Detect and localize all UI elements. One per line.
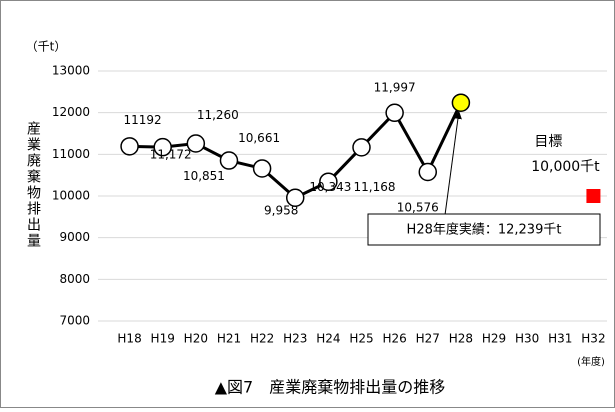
annotation-box bbox=[367, 213, 601, 246]
y-axis-label: 産業廃棄物排出量 bbox=[25, 121, 41, 249]
data-point bbox=[252, 159, 272, 178]
annotation-text: H28年度実績：12,239千t bbox=[407, 222, 562, 238]
x-tick-label: H30 bbox=[515, 332, 539, 346]
target-label: 目標 bbox=[534, 134, 562, 150]
y-tick-label: 7000 bbox=[59, 314, 90, 328]
data-label: 10,343 bbox=[309, 180, 351, 194]
target-value-label: 10,000千t bbox=[531, 159, 600, 175]
x-tick-label: H19 bbox=[151, 332, 175, 346]
data-point bbox=[352, 138, 371, 157]
x-tick-label: H32 bbox=[581, 332, 605, 346]
data-label: 10,661 bbox=[238, 131, 280, 145]
y-tick-label: 10000 bbox=[52, 189, 90, 203]
x-tick-label: H29 bbox=[482, 332, 506, 346]
data-label: 10,576 bbox=[397, 201, 439, 215]
y-unit: （千t） bbox=[26, 40, 67, 54]
data-label: 11,168 bbox=[354, 180, 396, 194]
data-point bbox=[153, 137, 172, 157]
x-tick-label: H25 bbox=[349, 332, 373, 346]
data-point bbox=[451, 93, 471, 112]
x-tick-label: H22 bbox=[250, 332, 274, 346]
x-unit: (年度) bbox=[577, 355, 605, 368]
y-tick-label: 11000 bbox=[52, 147, 90, 161]
data-label: 11,172 bbox=[150, 148, 192, 162]
y-tick-label: 9000 bbox=[59, 230, 90, 244]
data-label: 11,260 bbox=[197, 108, 239, 122]
data-point bbox=[418, 162, 438, 182]
x-tick-label: H21 bbox=[217, 332, 241, 346]
data-point bbox=[120, 137, 139, 156]
annotation-arrow bbox=[444, 110, 462, 216]
data-point bbox=[319, 172, 338, 191]
x-tick-label: H23 bbox=[283, 332, 307, 346]
data-point bbox=[186, 134, 206, 153]
x-tick-label: H26 bbox=[382, 332, 406, 346]
chart-title: ▲図7 産業廃棄物排出量の推移 bbox=[215, 378, 446, 397]
x-tick-label: H27 bbox=[416, 332, 440, 346]
x-tick-label: H24 bbox=[316, 332, 340, 346]
x-tick-label: H31 bbox=[548, 332, 572, 346]
x-tick-label: H28 bbox=[449, 332, 473, 346]
x-tick-label: H20 bbox=[184, 332, 208, 346]
data-point bbox=[385, 103, 404, 123]
y-tick-label: 13000 bbox=[52, 64, 90, 78]
data-label: 9,958 bbox=[264, 203, 298, 217]
data-point bbox=[219, 151, 239, 170]
y-tick-label: 12000 bbox=[52, 105, 90, 119]
x-tick-label: H18 bbox=[117, 332, 141, 346]
data-point bbox=[285, 188, 305, 207]
data-label: 11192 bbox=[123, 113, 161, 127]
y-tick-label: 8000 bbox=[59, 272, 90, 286]
data-label: 10,851 bbox=[183, 169, 225, 183]
target-marker bbox=[586, 189, 601, 203]
data-label: 11,997 bbox=[374, 80, 416, 94]
